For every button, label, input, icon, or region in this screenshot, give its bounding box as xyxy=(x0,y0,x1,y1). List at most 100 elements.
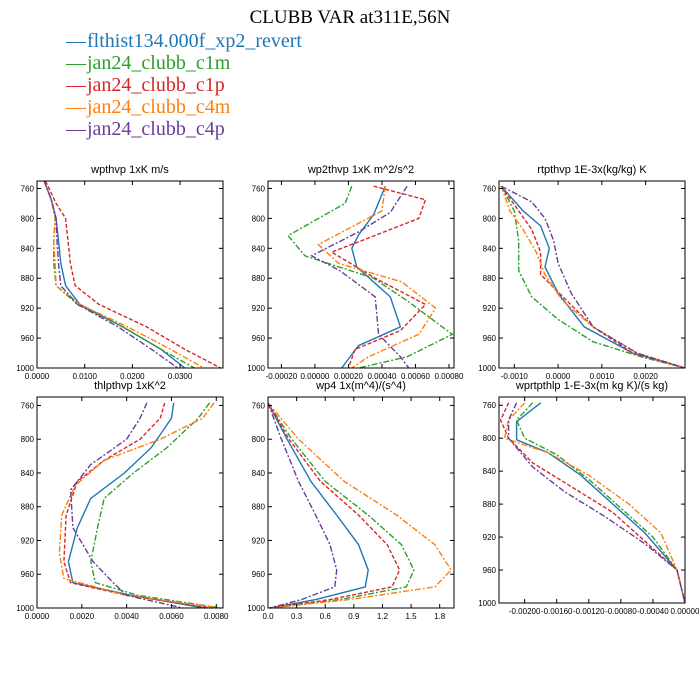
subplot-title: wp2thvp 1xK m^2/s^2 xyxy=(307,164,414,176)
y-tick-label: 1000 xyxy=(16,364,34,373)
x-tick-label: 0.00020 xyxy=(334,372,363,381)
figure-title: CLUBB VAR at311E,56N xyxy=(249,7,451,28)
subplot: rtpthvp 1E-3x(kg/kg) K 760 800 840 880 920 960… xyxy=(478,164,686,381)
y-tick-label: 880 xyxy=(252,503,266,512)
y-tick-label: 920 xyxy=(252,536,266,545)
y-tick-label: 880 xyxy=(483,274,497,283)
y-tick-label: 840 xyxy=(252,469,266,478)
legend-line-icon: — xyxy=(66,118,86,140)
x-tick-label: -0.00160 xyxy=(541,607,573,616)
series-line xyxy=(500,185,686,369)
series-line xyxy=(43,180,186,369)
y-tick-label: 920 xyxy=(21,536,35,545)
x-tick-label: 0.0000 xyxy=(25,612,50,621)
series-line xyxy=(515,402,686,604)
y-tick-label: 1000 xyxy=(16,604,34,613)
x-tick-label: -0.00040 xyxy=(637,607,669,616)
series-line xyxy=(63,402,212,609)
legend-label: jan24_clubb_c4p xyxy=(82,118,225,140)
legend-line-icon: — xyxy=(66,52,86,74)
subplot: wp4 1x(m^4)/(s^4)76080084088092096010000… xyxy=(247,380,455,621)
x-tick-label: 0.9 xyxy=(348,612,360,621)
x-tick-label: 0.00080 xyxy=(435,372,464,381)
series-line xyxy=(69,402,183,609)
series-line xyxy=(503,402,686,604)
plot-frame xyxy=(267,180,455,369)
subplot-title: wp4 1x(m^4)/(s^4) xyxy=(315,380,406,392)
y-tick-label: 760 xyxy=(21,401,35,410)
y-tick-label: 880 xyxy=(21,274,35,283)
plot-frame xyxy=(36,180,224,369)
series-line xyxy=(43,180,179,369)
y-tick-label: 840 xyxy=(483,244,497,253)
x-tick-label: -0.0010 xyxy=(501,372,529,381)
y-tick-label: 1000 xyxy=(478,599,496,608)
y-tick-label: 960 xyxy=(252,334,266,343)
legend-item: — jan24_clubb_c4m xyxy=(66,96,302,118)
x-tick-label: 0.00000 xyxy=(300,372,329,381)
series-line xyxy=(500,185,686,369)
x-tick-label: 0.0100 xyxy=(72,372,97,381)
x-tick-label: 1.5 xyxy=(406,612,418,621)
legend-line-icon: — xyxy=(66,30,86,52)
y-tick-label: 880 xyxy=(21,503,35,512)
series-line xyxy=(341,185,402,369)
x-tick-label: 0.0060 xyxy=(159,612,184,621)
x-tick-label: 0.0 xyxy=(262,612,274,621)
y-tick-label: 840 xyxy=(21,469,35,478)
y-tick-label: 960 xyxy=(483,334,497,343)
legend-label: jan24_clubb_c4m xyxy=(82,96,231,118)
y-tick-label: 1000 xyxy=(247,364,265,373)
subplot: wp2thvp 1xK m^2/s^2 760 800 840 880 920 960 100… xyxy=(247,164,464,381)
series-line xyxy=(58,402,221,609)
series-line xyxy=(330,185,427,369)
x-tick-label: 0.0000 xyxy=(546,372,571,381)
x-tick-label: 0.0300 xyxy=(168,372,193,381)
y-tick-label: 800 xyxy=(252,214,266,223)
y-tick-label: 840 xyxy=(252,244,266,253)
subplot-title: rtpthvp 1E-3x(kg/kg) K xyxy=(537,164,647,176)
series-line xyxy=(267,402,452,609)
y-tick-label: 800 xyxy=(252,435,266,444)
series-line xyxy=(499,402,686,604)
series-line xyxy=(90,402,221,609)
x-tick-label: -0.00080 xyxy=(605,607,637,616)
x-tick-label: 0.0200 xyxy=(120,372,145,381)
subplot: thlpthvp 1xK^276080084088092096010000.00… xyxy=(16,380,229,621)
legend-label: jan24_clubb_c1m xyxy=(82,52,231,74)
y-tick-label: 760 xyxy=(483,401,497,410)
y-tick-label: 920 xyxy=(483,304,497,313)
series-line xyxy=(500,185,686,369)
series-line xyxy=(317,186,437,369)
subplot: wpthvp 1xK m/s 760 800 840 880 920 960 10000.00… xyxy=(16,164,224,381)
x-tick-label: -0.00200 xyxy=(509,607,541,616)
y-tick-label: 800 xyxy=(21,435,35,444)
y-tick-label: 760 xyxy=(483,184,497,193)
series-line xyxy=(267,402,415,609)
x-tick-label: 0.00000 xyxy=(671,607,700,616)
x-tick-label: 0.0000 xyxy=(25,372,50,381)
y-tick-label: 1000 xyxy=(247,604,265,613)
plot-frame xyxy=(267,396,455,609)
series-line xyxy=(267,402,369,609)
series-line xyxy=(500,185,686,369)
y-tick-label: 960 xyxy=(21,334,35,343)
subplot-title: wprtpthlp 1-E-3x(m kg K)/(s kg) xyxy=(515,380,668,392)
y-tick-label: 920 xyxy=(21,304,35,313)
y-tick-label: 760 xyxy=(252,401,266,410)
legend-line-icon: — xyxy=(66,74,86,96)
legend-label: jan24_clubb_c1p xyxy=(82,74,225,96)
plot-frame xyxy=(498,396,686,604)
subplot: wprtpthlp 1-E-3x(m kg K)/(s kg) 760 800 840… xyxy=(478,380,700,616)
y-tick-label: 760 xyxy=(21,184,35,193)
series-line xyxy=(43,180,195,369)
x-tick-label: 0.0020 xyxy=(633,372,658,381)
y-tick-label: 1000 xyxy=(478,364,496,373)
x-tick-label: 0.6 xyxy=(320,612,332,621)
series-line xyxy=(44,180,221,369)
x-tick-label: 0.0020 xyxy=(70,612,95,621)
legend-line-icon: — xyxy=(66,96,86,118)
y-tick-label: 800 xyxy=(483,214,497,223)
series-line xyxy=(507,402,686,604)
